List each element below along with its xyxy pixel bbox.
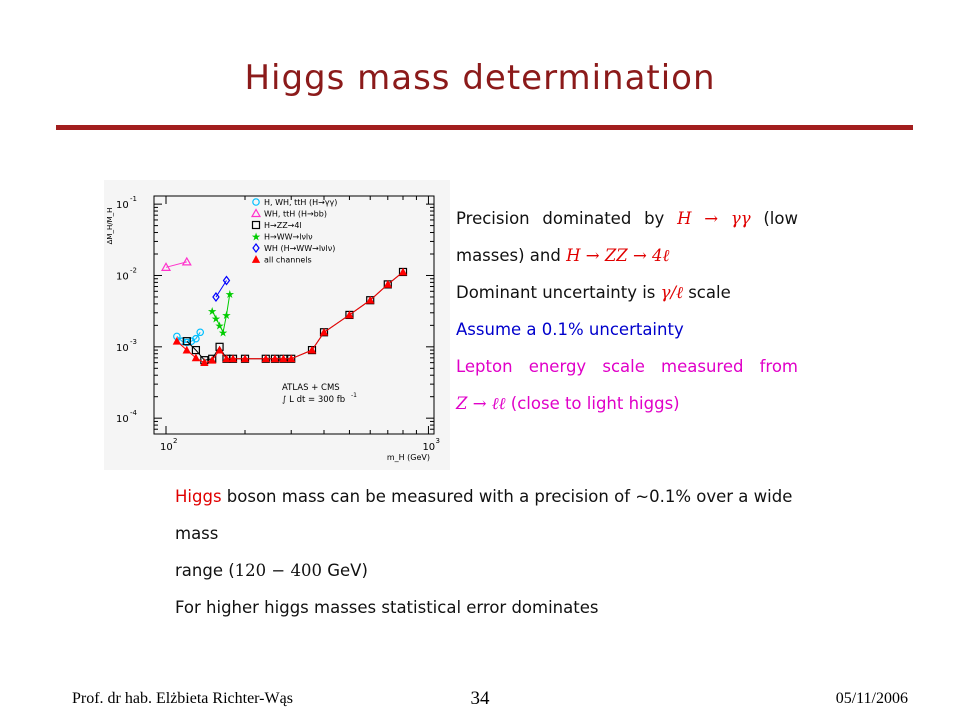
data-point xyxy=(228,354,238,363)
annotation-luminosity-exp: -1 xyxy=(351,392,357,399)
data-point xyxy=(398,267,408,276)
right-line-3-pre: Dominant uncertainty is xyxy=(456,283,656,302)
data-point xyxy=(196,328,205,337)
title-divider xyxy=(56,125,913,130)
right-line-6-math: Z → ℓℓ xyxy=(456,394,506,413)
bottom-line-2-a: range ( xyxy=(175,561,235,580)
slide-title: Higgs mass determination xyxy=(244,58,716,98)
y-tick-label-exp: -2 xyxy=(130,266,137,274)
data-point xyxy=(208,355,217,364)
data-point xyxy=(222,275,231,286)
data-point xyxy=(252,243,260,253)
data-point xyxy=(250,208,262,218)
bottom-line-1: Higgs boson mass can be measured with a … xyxy=(175,478,835,552)
y-axis-label: ΔM_H/M_H xyxy=(106,208,114,245)
data-point xyxy=(192,334,200,343)
data-point xyxy=(191,353,201,362)
data-point xyxy=(307,345,317,354)
x-tick-label-exp: 2 xyxy=(173,437,177,445)
data-point xyxy=(270,354,280,363)
bottom-line-2-b: GeV) xyxy=(327,561,368,580)
x-tick-label: 10 xyxy=(160,442,173,453)
data-point xyxy=(383,280,392,288)
data-point xyxy=(160,262,172,271)
higgs-mass-plot: 10 2 10 3 10 -1 10 -2 10 -3 10 -4 m_H (GeV) ΔM_H/M_H ★… xyxy=(104,180,450,470)
data-point: ★ xyxy=(251,231,261,244)
data-point xyxy=(251,220,261,230)
data-point xyxy=(279,354,288,363)
y-tick-label-exp: -1 xyxy=(130,195,137,203)
legend-label: WH, ttH (H→bb) xyxy=(264,210,327,219)
data-point xyxy=(345,310,354,319)
bottom-line-3: For higher higgs masses statistical erro… xyxy=(175,598,599,617)
right-line-1: Precision dominated by H → γγ (low xyxy=(456,200,798,237)
data-point xyxy=(215,345,224,354)
data-point xyxy=(172,336,182,345)
data-point xyxy=(366,295,375,304)
y-tick-label-exp: -3 xyxy=(130,338,137,346)
data-point xyxy=(182,345,191,354)
data-point: ★ xyxy=(211,312,221,325)
y-tick-label: 10 xyxy=(116,414,129,425)
y-tick-label: 10 xyxy=(116,271,129,282)
series-line xyxy=(176,332,201,344)
data-point xyxy=(251,255,261,263)
legend-label: WH (H→WW→lνlν) xyxy=(264,244,335,253)
right-line-6: Z → ℓℓ (close to light higgs) xyxy=(456,385,798,422)
data-point xyxy=(182,337,191,346)
footer-date: 05/11/2006 xyxy=(835,690,908,707)
data-point: ★ xyxy=(215,319,225,332)
footer-page-number: 34 xyxy=(470,688,490,709)
bottom-line-1-higgs: Higgs xyxy=(175,487,222,506)
data-point xyxy=(200,358,209,367)
right-line-2-pre: masses) and xyxy=(456,246,561,265)
data-point xyxy=(212,291,220,302)
legend-label: H, WH, ttH (H→γγ) xyxy=(264,198,337,207)
right-line-1-math: H → γγ xyxy=(677,209,751,228)
data-point xyxy=(222,354,231,363)
right-line-4: Assume a 0.1% uncertainty xyxy=(456,320,684,339)
y-tick-label: 10 xyxy=(116,343,129,354)
annotation-experiment: ATLAS + CMS xyxy=(282,383,340,393)
right-line-6-post: (close to light higgs) xyxy=(510,394,680,413)
bottom-line-1-rest: boson mass can be measured with a precis… xyxy=(175,487,793,543)
x-axis-label: m_H (GeV) xyxy=(387,453,430,462)
x-tick-label: 10 xyxy=(422,442,435,453)
series-line xyxy=(211,293,231,334)
right-line-5: Lepton energy scale measured from xyxy=(456,357,798,376)
data-point xyxy=(261,354,270,363)
right-line-3-math: γ/ℓ xyxy=(660,283,683,302)
right-line-1-post: (low xyxy=(763,209,798,228)
right-line-2-math: H → ZZ → 4ℓ xyxy=(566,246,670,265)
data-point xyxy=(287,354,296,363)
x-tick-label-exp: 3 xyxy=(435,437,439,445)
y-tick-label: 10 xyxy=(116,200,129,211)
legend-label: all channels xyxy=(264,256,312,265)
right-line-1-pre: Precision dominated by xyxy=(456,209,665,228)
bottom-line-2: range (120 − 400 GeV) xyxy=(175,552,835,589)
legend-label: H→WW→lνlν xyxy=(264,233,313,242)
data-point: ★ xyxy=(218,326,228,339)
data-point: ★ xyxy=(207,305,217,318)
right-line-2: masses) and H → ZZ → 4ℓ xyxy=(456,237,798,274)
bottom-line-2-math: 120 − 400 xyxy=(234,561,322,580)
data-point xyxy=(319,327,329,336)
plot-frame xyxy=(153,195,435,435)
data-point: ★ xyxy=(225,288,235,301)
y-tick-label-exp: -4 xyxy=(130,409,138,417)
right-line-3-post: scale xyxy=(688,283,731,302)
data-point xyxy=(252,198,260,206)
footer-author: Prof. dr hab. Elżbieta Richter-Wąs xyxy=(72,690,293,707)
series-line xyxy=(215,280,227,298)
data-point xyxy=(181,256,192,266)
right-line-3: Dominant uncertainty is γ/ℓ scale xyxy=(456,274,798,311)
bottom-text-block: Higgs boson mass can be measured with a … xyxy=(175,478,835,626)
legend-label: H→ZZ→4l xyxy=(264,221,302,230)
annotation-luminosity: ∫ L dt = 300 fb xyxy=(282,395,345,405)
data-point xyxy=(240,354,250,363)
data-point: ★ xyxy=(222,309,232,322)
right-text-block: Precision dominated by H → γγ (low masse… xyxy=(456,200,798,422)
